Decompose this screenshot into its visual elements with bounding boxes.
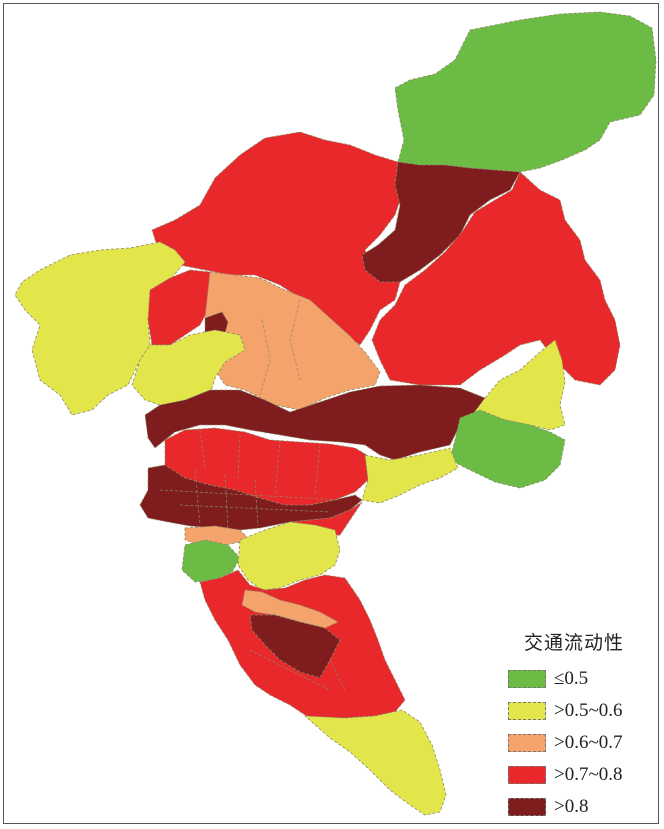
region-south-green[interactable] xyxy=(181,539,241,583)
legend-item: >0.7~0.8 xyxy=(508,759,658,791)
legend-label: >0.8 xyxy=(554,796,589,817)
region-west-red[interactable] xyxy=(147,269,213,346)
legend-label: >0.7~0.8 xyxy=(554,764,623,785)
region-north-dark[interactable] xyxy=(361,161,521,283)
legend-swatch xyxy=(508,798,546,816)
legend: 交通流动性 ≤0.5 >0.5~0.6 >0.6~0.7 >0.7~0.8 >0… xyxy=(508,628,658,823)
legend-item: >0.5~0.6 xyxy=(508,695,658,727)
legend-swatch xyxy=(508,766,546,784)
legend-title: 交通流动性 xyxy=(524,632,625,654)
region-south-orange-small[interactable] xyxy=(241,589,339,629)
region-eastcentral-yellow[interactable] xyxy=(361,447,459,504)
region-westcentral-yellow[interactable] xyxy=(131,329,246,406)
region-south-yellow[interactable] xyxy=(237,521,341,591)
legend-label: >0.5~0.6 xyxy=(554,700,623,721)
region-far-south-yellow[interactable] xyxy=(304,709,447,816)
region-central-orange[interactable] xyxy=(204,271,381,411)
legend-swatch xyxy=(508,702,546,720)
region-northeast-green[interactable] xyxy=(394,11,657,173)
legend-item: >0.6~0.7 xyxy=(508,727,658,759)
legend-item: ≤0.5 xyxy=(508,663,658,695)
legend-swatch xyxy=(508,670,546,688)
region-west-yellow[interactable] xyxy=(14,241,186,416)
legend-item: >0.8 xyxy=(508,791,658,823)
region-south-dark[interactable] xyxy=(249,614,341,679)
region-south-orange[interactable] xyxy=(184,525,251,546)
legend-label: >0.6~0.7 xyxy=(554,732,623,753)
legend-swatch xyxy=(508,734,546,752)
district-boundaries xyxy=(159,299,346,691)
region-east-red[interactable] xyxy=(371,171,621,386)
legend-label: ≤0.5 xyxy=(554,668,589,689)
region-central-dark[interactable] xyxy=(144,384,486,461)
